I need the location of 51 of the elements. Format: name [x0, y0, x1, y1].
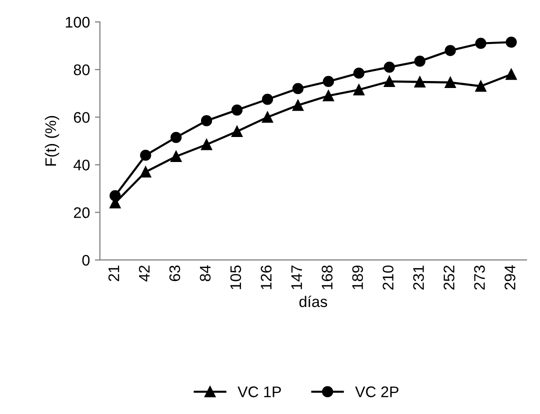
x-tick-label: 210 — [382, 265, 394, 290]
point — [200, 138, 212, 150]
x-tick-label: 105 — [230, 265, 242, 290]
y-tick-label: 40 — [74, 160, 90, 170]
point — [384, 62, 395, 73]
x-tick-label: 294 — [504, 265, 516, 290]
point — [292, 100, 304, 111]
point — [170, 132, 182, 143]
point — [262, 94, 274, 105]
x-tick-label: 168 — [322, 266, 333, 290]
point — [140, 150, 152, 161]
y-axis-title: F(t) (%) — [44, 116, 60, 166]
x-tick-label: 63 — [169, 266, 180, 282]
point — [475, 80, 486, 92]
x-axis-title: días — [299, 296, 328, 308]
point — [506, 68, 517, 80]
point — [140, 166, 152, 178]
legend-label: VC 1P — [238, 386, 281, 398]
y-tick-label: 20 — [74, 207, 90, 218]
x-tick-label: 84 — [200, 265, 211, 282]
legend-label: VC 2P — [355, 386, 398, 398]
point — [414, 76, 426, 88]
y-tick-label: 60 — [74, 112, 90, 123]
point — [414, 56, 426, 67]
point — [231, 126, 243, 137]
x-tick-label: 231 — [413, 266, 424, 290]
point — [170, 150, 182, 162]
point — [384, 76, 395, 88]
point — [322, 90, 334, 102]
point — [444, 44, 456, 56]
x-tick-label: 21 — [108, 266, 120, 282]
point — [444, 76, 456, 88]
point — [110, 190, 121, 202]
point — [200, 115, 212, 126]
x-tick-label: 273 — [474, 266, 485, 290]
y-tick-label: 100 — [66, 16, 90, 28]
point — [475, 38, 486, 49]
y-tick-label: 80 — [74, 64, 90, 76]
point — [322, 76, 334, 88]
x-tick-label: 252 — [444, 266, 454, 290]
point — [262, 112, 274, 123]
point — [353, 84, 364, 96]
x-tick-label: 189 — [352, 266, 364, 290]
point — [506, 36, 517, 48]
y-tick-label: 0 — [82, 254, 90, 266]
x-tick-label: 147 — [291, 266, 302, 290]
point — [231, 104, 243, 116]
point — [292, 83, 304, 94]
x-tick-label: 126 — [260, 266, 272, 290]
x-tick-label: 42 — [138, 266, 150, 282]
point — [353, 68, 364, 79]
